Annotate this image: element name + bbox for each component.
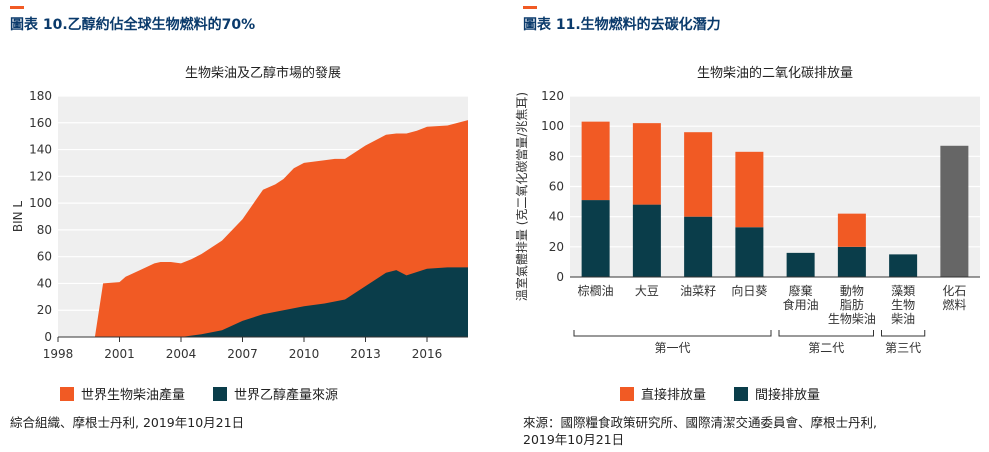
- right-y-tick-label: 100: [541, 119, 564, 133]
- left-x-tick-label: 2004: [166, 347, 197, 361]
- left-accent-bar: [10, 6, 24, 9]
- legend-swatch-biodiesel: [60, 386, 74, 401]
- category-label: 油菜籽: [680, 284, 716, 298]
- left-y-tick-label: 0: [44, 330, 52, 344]
- left-x-tick-label: 2013: [350, 347, 381, 361]
- group-label: 第三代: [885, 341, 921, 355]
- left-y-tick-label: 100: [29, 196, 52, 210]
- indirect-bar: [889, 254, 918, 277]
- left-y-tick-label: 20: [37, 303, 52, 317]
- indirect-bar: [581, 200, 610, 277]
- category-label: 生物柴油: [828, 312, 876, 326]
- direct-bar: [837, 213, 866, 247]
- legend-swatch-direct: [620, 386, 634, 401]
- fossil-bar: [940, 145, 969, 277]
- right-y-tick-label: 40: [549, 210, 564, 224]
- right-y-tick-label: 80: [549, 149, 564, 163]
- right-y-tick-label: 120: [541, 89, 564, 103]
- right-accent-bar: [523, 6, 537, 9]
- left-x-tick-label: 2001: [104, 347, 135, 361]
- legend-label-direct: 直接排放量: [641, 388, 707, 403]
- indirect-bar: [786, 252, 815, 277]
- left-legend: 世界生物柴油產量 世界乙醇產量來源: [60, 384, 366, 403]
- right-y-tick-label: 60: [549, 180, 564, 194]
- right-y-tick-label: 20: [549, 240, 564, 254]
- category-label: 脂肪: [840, 297, 864, 312]
- category-label: 食用油: [783, 297, 819, 312]
- left-y-axis-label: BIN L: [11, 201, 25, 233]
- indirect-bar: [837, 246, 866, 277]
- left-x-tick-label: 2007: [227, 347, 258, 361]
- left-x-tick-label: 1998: [43, 347, 74, 361]
- left-x-tick-label: 2010: [289, 347, 320, 361]
- direct-bar: [735, 151, 764, 228]
- left-panel: 圖表 10.乙醇約佔全球生物燃料的70% 生物柴油及乙醇市場的發展 0 20 40 60…: [0, 0, 490, 452]
- category-label: 燃料: [942, 297, 966, 312]
- left-figure-title: 圖表 10.乙醇約佔全球生物燃料的70%: [10, 17, 256, 33]
- right-chart-title: 生物柴油的二氧化碳排放量: [697, 65, 853, 81]
- group-bracket: [778, 330, 874, 337]
- legend-item-indirect: 間接排放量: [734, 384, 820, 403]
- category-label: 棕櫚油: [578, 283, 614, 298]
- right-source-line-1: 來源：國際糧食政策研究所、國際清潔交通委員會、摩根士丹利,: [523, 415, 877, 430]
- left-y-tick-label: 140: [29, 143, 52, 157]
- left-y-tick-label: 80: [37, 223, 52, 237]
- right-chart: 生物柴油的二氧化碳排放量 0 20 40 60 80 100 120 棕櫚油 大豆 油菜籽 向日葵 廢棄…: [514, 65, 980, 355]
- category-label: 藻類: [891, 284, 915, 298]
- legend-item-ethanol: 世界乙醇產量來源: [213, 384, 338, 403]
- legend-label-ethanol: 世界乙醇產量來源: [234, 388, 339, 403]
- left-y-tick-label: 160: [29, 116, 52, 130]
- right-source: 來源：國際糧食政策研究所、國際清潔交通委員會、摩根士丹利, 2019年10月21…: [523, 414, 877, 448]
- group-bracket: [573, 330, 772, 337]
- category-label: 動物: [840, 284, 864, 298]
- left-y-tick-label: 40: [37, 276, 52, 290]
- legend-label-biodiesel: 世界生物柴油產量: [81, 388, 186, 403]
- category-label: 向日葵: [731, 283, 767, 298]
- category-label: 柴油: [891, 312, 915, 326]
- direct-bar: [581, 121, 610, 201]
- left-x-tick-label: 2016: [412, 347, 443, 361]
- legend-swatch-ethanol: [213, 386, 228, 401]
- category-label: 大豆: [635, 284, 659, 298]
- indirect-bar: [632, 204, 661, 277]
- legend-item-biodiesel: 世界生物柴油產量: [60, 384, 185, 403]
- biodiesel-area: [58, 120, 468, 337]
- left-y-tick-label: 120: [29, 169, 52, 183]
- ethanol-area: [58, 267, 468, 337]
- right-y-tick-label: 0: [556, 270, 564, 284]
- group-label: 第一代: [654, 341, 690, 355]
- category-label: 廢棄: [789, 283, 813, 298]
- indirect-bar: [684, 216, 713, 277]
- legend-swatch-indirect: [734, 386, 749, 401]
- category-label: 生物: [891, 298, 915, 312]
- direct-bar: [632, 123, 661, 205]
- right-figure-title: 圖表 11.生物燃料的去碳化潛力: [523, 17, 721, 33]
- left-source: 綜合組織、摩根士丹利, 2019年10月21日: [10, 415, 245, 430]
- legend-label-indirect: 間接排放量: [755, 388, 821, 403]
- direct-bar: [684, 132, 713, 217]
- group-label: 第二代: [808, 341, 844, 355]
- right-legend: 直接排放量 間接排放量: [620, 384, 848, 403]
- legend-item-direct: 直接排放量: [620, 384, 706, 403]
- left-y-tick-label: 60: [37, 250, 52, 264]
- left-y-tick-label: 180: [29, 89, 52, 103]
- left-chart: 生物柴油及乙醇市場的發展 0 20 40 60 80 100 120 140 160 180 1998…: [11, 65, 468, 361]
- category-label: 化石: [942, 284, 966, 298]
- left-chart-title: 生物柴油及乙醇市場的發展: [185, 65, 341, 81]
- right-y-axis-label: 溫室氣體排量 (克二氧化碳當量/兆焦耳): [514, 92, 529, 301]
- indirect-bar: [735, 227, 764, 277]
- right-panel: 圖表 11.生物燃料的去碳化潛力 生物柴油的二氧化碳排放量 0 20 40 60 80 10…: [500, 0, 989, 452]
- right-source-line-2: 2019年10月21日: [523, 432, 625, 447]
- group-bracket: [881, 330, 926, 337]
